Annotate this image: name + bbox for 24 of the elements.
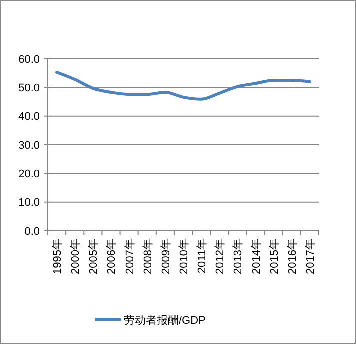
x-tick-label: 2011年 xyxy=(196,239,209,274)
x-tick-label: 2016年 xyxy=(286,239,299,274)
legend-label: 劳动者报酬/GDP xyxy=(124,314,206,327)
x-tick-label: 2013年 xyxy=(232,239,245,274)
y-tick-label: 10.0 xyxy=(18,197,40,210)
x-tick-label: 2000年 xyxy=(70,239,82,274)
x-tick-label: 2015年 xyxy=(268,239,281,274)
y-tick-label: 0.0 xyxy=(24,226,40,238)
x-tick-label: 2010年 xyxy=(178,239,190,274)
line-series xyxy=(56,70,312,101)
x-tick-label: 2009年 xyxy=(160,239,172,274)
y-tick-label: 20.0 xyxy=(18,168,40,181)
x-tick-label: 2005年 xyxy=(88,239,100,274)
x-tick-label: 2006年 xyxy=(106,239,118,274)
y-tick-label: 40.0 xyxy=(18,111,40,124)
x-tick-label: 2014年 xyxy=(250,239,263,274)
x-tick-label: 2012年 xyxy=(214,239,227,274)
y-tick-label: 50.0 xyxy=(18,82,40,95)
x-tick-label: 1995年 xyxy=(52,239,64,274)
y-tick-label: 30.0 xyxy=(18,140,40,152)
x-tick-label: 2017年 xyxy=(304,239,317,274)
y-tick-label: 60.0 xyxy=(18,54,40,66)
x-tick-label: 2008年 xyxy=(142,239,154,274)
x-tick-label: 2007年 xyxy=(124,239,136,274)
